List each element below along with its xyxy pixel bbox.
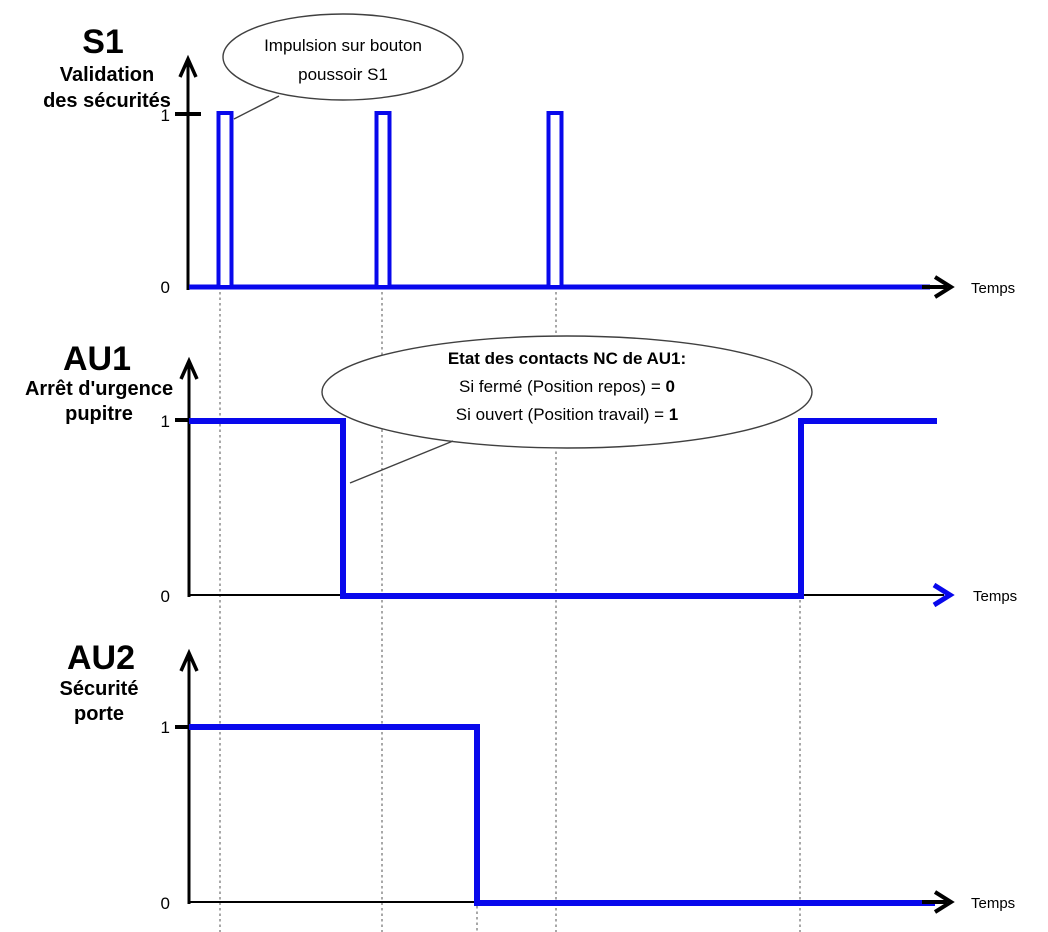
chart-s1-subtitle-line1: Validation: [60, 64, 154, 86]
callout-s1-tail: [233, 95, 280, 120]
au1-level1-label: 1: [161, 412, 170, 431]
chart-s1-title: S1: [82, 23, 124, 61]
callout-au1-title: Etat des contacts NC de AU1:: [448, 349, 686, 368]
au2-signal-path: [189, 724, 935, 906]
au2-time-arrowhead-icon: [933, 890, 955, 914]
s1-y-axis-arrowhead-icon: [178, 54, 198, 78]
s1-level0-label: 0: [161, 278, 170, 297]
chart-au1-subtitle-line2: pupitre: [65, 403, 133, 425]
au1-signal-path: [189, 418, 937, 599]
chart-au1: AU1 Arrêt d'urgence pupitre 1 0 Etat des…: [25, 335, 1017, 608]
callout-au1-row1-text: Si fermé (Position repos) =: [459, 377, 665, 396]
callout-au1-row1-value: 0: [665, 377, 674, 396]
chart-au2: AU2 Sécurité porte 1 0 Temps: [60, 639, 1015, 914]
chart-s1: S1 Validation des sécurités 1 0 Temps: [43, 23, 1015, 299]
callout-au1-row2-value: 1: [669, 405, 678, 424]
s1-pulse: [546, 111, 564, 289]
callout-au1-row1: Si fermé (Position repos) = 0: [459, 377, 675, 396]
au1-signal-layer: [189, 418, 937, 599]
callout-au1-bubble: [321, 335, 813, 449]
chart-au1-title: AU1: [63, 340, 131, 378]
s1-time-arrowhead-icon: [933, 275, 955, 299]
au2-time-label: Temps: [971, 895, 1015, 912]
callout-s1-line2: poussoir S1: [298, 65, 388, 84]
au1-time-label: Temps: [973, 588, 1017, 605]
callout-au1-contacts: Etat des contacts NC de AU1: Si fermé (P…: [321, 335, 813, 484]
callout-s1-impulse: Impulsion sur bouton poussoir S1: [222, 13, 464, 120]
au2-level1-label: 1: [161, 718, 170, 737]
au2-y-axis-arrowhead-icon: [179, 648, 199, 672]
au2-level0-label: 0: [161, 894, 170, 913]
chart-au2-subtitle-line2: porte: [74, 703, 124, 725]
s1-pulse: [216, 111, 234, 289]
s1-pulse: [374, 111, 392, 289]
chart-au1-subtitle-line1: Arrêt d'urgence: [25, 378, 173, 400]
chart-s1-subtitle-line2: des sécurités: [43, 90, 171, 112]
callout-au1-tail: [349, 440, 454, 484]
au1-time-arrowhead-icon: [932, 582, 955, 608]
callout-au1-row2-text: Si ouvert (Position travail) =: [456, 405, 669, 424]
chart-au2-title: AU2: [67, 639, 135, 677]
s1-time-label: Temps: [971, 280, 1015, 297]
callout-s1-line1: Impulsion sur bouton: [264, 36, 422, 55]
callout-au1-row2: Si ouvert (Position travail) = 1: [456, 405, 679, 424]
au2-signal-layer: [189, 724, 935, 906]
au1-level0-label: 0: [161, 587, 170, 606]
chart-au2-subtitle-line1: Sécurité: [60, 678, 139, 700]
s1-signal-layer: [189, 111, 930, 290]
s1-level1-label: 1: [161, 106, 170, 125]
au1-y-axis-arrowhead-icon: [179, 356, 199, 380]
callout-s1-bubble: [222, 13, 464, 101]
